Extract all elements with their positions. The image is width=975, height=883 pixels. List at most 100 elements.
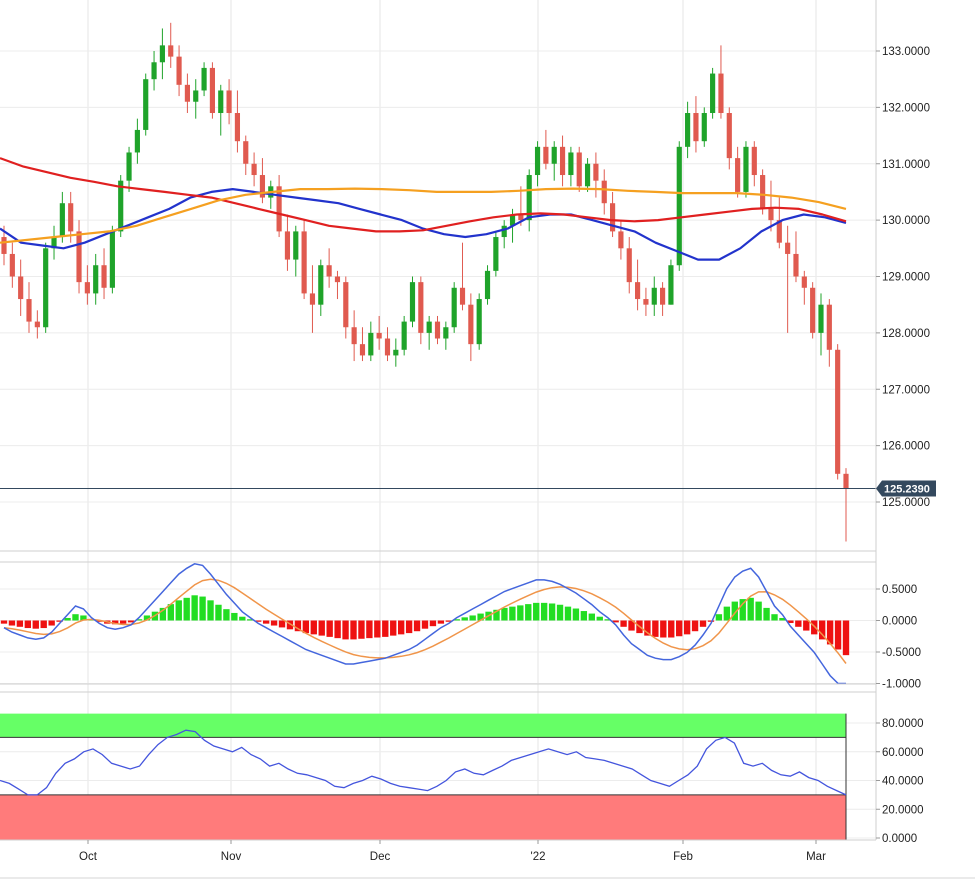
candle-body — [18, 276, 24, 300]
candle-body — [384, 338, 391, 356]
rsi-tick-label: 40.0000 — [882, 776, 924, 788]
macd-histogram-bar — [533, 602, 540, 621]
rsi-tick-label: 80.0000 — [882, 718, 924, 730]
macd-histogram-bar — [159, 607, 167, 621]
macd-histogram-bar — [127, 620, 135, 623]
macd-histogram-bar — [604, 619, 611, 621]
candle-body — [418, 282, 424, 333]
macd-histogram-bar — [255, 620, 262, 622]
candle-body — [443, 327, 449, 339]
candle-body — [609, 203, 616, 232]
price-tick-label: 131.0000 — [882, 159, 930, 171]
x-tick-label: Oct — [79, 851, 98, 863]
candle-body — [726, 113, 732, 159]
candle-body — [218, 90, 224, 114]
candle-body — [201, 67, 207, 91]
x-tick-label: Mar — [806, 851, 826, 863]
macd-histogram-bar — [310, 620, 317, 635]
candle-body — [151, 62, 157, 80]
candle-body — [676, 146, 682, 266]
x-tick-label: '22 — [531, 851, 546, 863]
candle-body — [359, 344, 366, 356]
macd-signal-line — [3, 578, 847, 664]
candle-body — [776, 220, 782, 243]
candle-body — [568, 152, 574, 176]
candle-body — [343, 282, 349, 328]
x-tick-label: Feb — [673, 851, 693, 863]
macd-histogram-bar — [0, 620, 8, 624]
price-tick-label: 133.0000 — [882, 46, 930, 58]
candle-body — [835, 349, 841, 474]
macd-histogram-bar — [477, 613, 484, 621]
macd-tick-label: 0.0000 — [882, 616, 917, 628]
rsi-tick-label: 60.0000 — [882, 747, 924, 759]
candle-body — [584, 163, 591, 187]
macd-histogram-bar — [358, 620, 365, 639]
macd-histogram-bar — [469, 615, 476, 621]
candle-body — [26, 299, 32, 322]
macd-tick-label: 0.5000 — [882, 584, 917, 596]
macd-histogram-bar — [811, 620, 818, 635]
candle-body — [526, 175, 532, 221]
macd-histogram-bar — [326, 620, 333, 637]
candle-body — [284, 231, 291, 260]
macd-histogram-bar — [199, 596, 206, 621]
candle-body — [484, 270, 491, 300]
macd-histogram-bar — [135, 619, 143, 621]
candle-body — [68, 203, 74, 232]
macd-histogram-bar — [215, 604, 222, 621]
macd-histogram-bar — [96, 620, 103, 622]
candle-body — [685, 113, 691, 147]
macd-histogram-bar — [366, 620, 373, 639]
candle-body — [334, 276, 341, 283]
candle-body — [1, 237, 7, 254]
candle-body — [551, 146, 557, 164]
macd-histogram-bar — [183, 597, 190, 621]
macd-histogram-bar — [461, 617, 468, 621]
axis-labels: 133.0000 132.0000 131.0000 130.0000 129.0000… — [79, 46, 936, 863]
candle-body — [276, 186, 282, 232]
candle-body — [34, 321, 40, 328]
candle-body — [209, 67, 216, 114]
macd-histogram-bar — [580, 611, 588, 621]
macd-histogram-bar — [278, 620, 286, 628]
macd-histogram-bar — [771, 614, 778, 621]
moving-average-line — [0, 187, 847, 244]
candle-body — [176, 56, 182, 85]
macd-histogram-bar — [723, 606, 731, 621]
macd-histogram-bar — [572, 608, 580, 621]
candle-body — [651, 287, 657, 305]
macd-histogram-bar — [239, 616, 246, 621]
macd-histogram-bar — [429, 620, 437, 627]
candle-body — [701, 113, 707, 142]
candle-body — [785, 242, 791, 254]
candle-body — [184, 84, 190, 102]
macd-histogram-bar — [660, 620, 667, 638]
macd-histogram-bar — [342, 620, 349, 640]
candle-body — [9, 253, 15, 277]
candle-body — [718, 73, 724, 114]
macd-histogram-bar — [715, 614, 723, 621]
macd-histogram-bar — [119, 620, 127, 624]
macd-histogram-bar — [302, 620, 310, 634]
macd-histogram-bar — [247, 619, 254, 621]
macd-histogram-bar — [24, 620, 32, 629]
macd-histogram-bar — [112, 620, 119, 625]
macd-histogram-bar — [40, 620, 47, 629]
macd-histogram-bar — [445, 620, 453, 622]
macd-histogram-bar — [826, 620, 834, 645]
macd-histogram-bar — [350, 620, 357, 640]
macd-histogram-bar — [390, 620, 397, 636]
macd-histogram-bar — [294, 620, 302, 632]
candle-body — [193, 90, 199, 102]
macd-histogram-bar — [231, 612, 238, 621]
candle-body — [159, 45, 165, 63]
macd-histogram-bar — [48, 620, 55, 626]
macd-histogram-bar — [405, 620, 413, 634]
macd-histogram-bar — [56, 620, 63, 622]
candle-body — [576, 152, 582, 187]
macd-histogram-bar — [564, 606, 572, 621]
macd-histogram-bar — [80, 615, 87, 621]
macd-histogram-bar — [795, 620, 802, 627]
